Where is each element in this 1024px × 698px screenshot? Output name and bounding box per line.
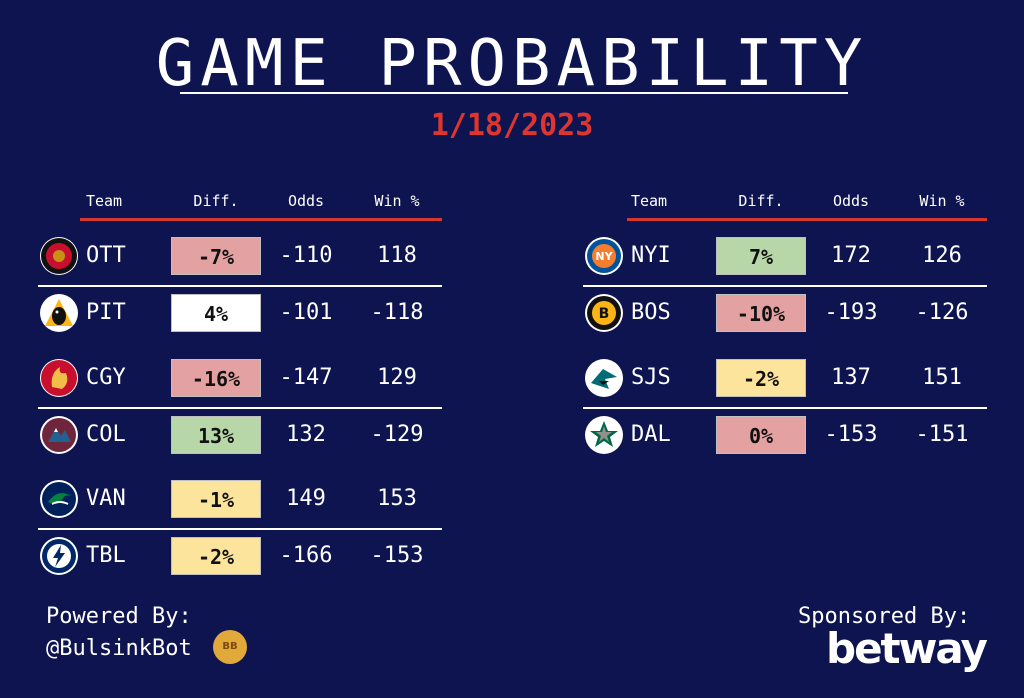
pair-divider xyxy=(583,285,987,287)
lightning-logo-icon xyxy=(40,537,78,575)
win-value: 126 xyxy=(922,243,962,268)
col-win: Win % xyxy=(374,192,420,210)
game-row: SJS -2% 137 151 xyxy=(583,354,987,404)
diff-value: 0% xyxy=(716,416,806,454)
game-row: PIT 4% -101 -118 xyxy=(38,289,442,339)
table-header: Team Diff. Odds Win % xyxy=(583,188,987,214)
diff-value: -10% xyxy=(716,294,806,332)
diff-value: 13% xyxy=(171,416,261,454)
diff-value: -2% xyxy=(716,359,806,397)
game-row: B BOS -10% -193 -126 xyxy=(583,289,987,339)
odds-value: -193 xyxy=(824,300,878,325)
title-underline xyxy=(180,92,848,94)
bulsinkbot-logo-icon: BB xyxy=(213,630,247,664)
team-abbr: SJS xyxy=(631,365,671,390)
col-odds: Odds xyxy=(832,192,870,210)
game-date: 1/18/2023 xyxy=(430,108,594,143)
svg-text:NY: NY xyxy=(595,250,613,263)
odds-value: -166 xyxy=(279,543,333,568)
stars-logo-icon xyxy=(585,416,623,454)
col-team: Team xyxy=(85,192,123,210)
diff-value: -7% xyxy=(171,237,261,275)
islanders-logo-icon: NY xyxy=(585,237,623,275)
odds-value: 149 xyxy=(286,486,326,511)
team-abbr: TBL xyxy=(86,543,126,568)
odds-value: 137 xyxy=(831,365,871,390)
team-abbr: DAL xyxy=(631,422,671,447)
pair-divider xyxy=(38,528,442,530)
team-abbr: OTT xyxy=(86,243,126,268)
team-abbr: COL xyxy=(86,422,126,447)
team-abbr: NYI xyxy=(631,243,671,268)
team-abbr: BOS xyxy=(631,300,671,325)
odds-value: -110 xyxy=(279,243,333,268)
sharks-logo-icon xyxy=(585,359,623,397)
sponsor-logo: betway xyxy=(826,624,988,673)
powered-by-handle: @BulsinkBot xyxy=(46,636,192,661)
powered-by-label: Powered By: xyxy=(46,604,192,629)
svg-text:B: B xyxy=(599,306,610,322)
col-odds: Odds xyxy=(287,192,325,210)
page-title: GAME PROBABILITY xyxy=(155,27,869,101)
odds-value: -153 xyxy=(824,422,878,447)
senators-logo-icon xyxy=(40,237,78,275)
team-abbr: CGY xyxy=(86,365,126,390)
table-header: Team Diff. Odds Win % xyxy=(38,188,442,214)
game-row: CGY -16% -147 129 xyxy=(38,354,442,404)
win-value: 151 xyxy=(922,365,962,390)
win-value: -151 xyxy=(915,422,969,447)
odds-value: -147 xyxy=(279,365,333,390)
header-rule xyxy=(80,218,442,221)
right-games-table: Team Diff. Odds Win % NY NYI 7% 172 126 B BOS -… xyxy=(583,188,987,454)
diff-value: -2% xyxy=(171,537,261,575)
team-abbr: PIT xyxy=(86,300,126,325)
odds-value: -101 xyxy=(279,300,333,325)
left-games-table: Team Diff. Odds Win % OTT -7% -110 118 PIT 4%… xyxy=(38,188,442,575)
flames-logo-icon xyxy=(40,359,78,397)
col-diff: Diff. xyxy=(193,192,239,210)
header-rule xyxy=(627,218,987,221)
penguins-logo-icon xyxy=(40,294,78,332)
sponsored-by-label: Sponsored By: xyxy=(798,604,971,629)
diff-value: 7% xyxy=(716,237,806,275)
win-value: 153 xyxy=(377,486,417,511)
team-abbr: VAN xyxy=(86,486,126,511)
odds-value: 132 xyxy=(286,422,326,447)
canucks-logo-icon xyxy=(40,480,78,518)
avalanche-logo-icon xyxy=(40,416,78,454)
col-team: Team xyxy=(630,192,668,210)
win-value: -118 xyxy=(370,300,424,325)
game-row: TBL -2% -166 -153 xyxy=(38,532,442,582)
pair-divider xyxy=(38,407,442,409)
pair-divider xyxy=(583,407,987,409)
diff-value: 4% xyxy=(171,294,261,332)
pair-divider xyxy=(38,285,442,287)
win-value: 129 xyxy=(377,365,417,390)
win-value: 118 xyxy=(377,243,417,268)
col-diff: Diff. xyxy=(738,192,784,210)
game-row: VAN -1% 149 153 xyxy=(38,475,442,525)
game-row: OTT -7% -110 118 xyxy=(38,232,442,282)
win-value: -126 xyxy=(915,300,969,325)
col-win: Win % xyxy=(919,192,965,210)
game-row: DAL 0% -153 -151 xyxy=(583,411,987,461)
bruins-logo-icon: B xyxy=(585,294,623,332)
game-row: COL 13% 132 -129 xyxy=(38,411,442,461)
win-value: -153 xyxy=(370,543,424,568)
win-value: -129 xyxy=(370,422,424,447)
diff-value: -16% xyxy=(171,359,261,397)
game-row: NY NYI 7% 172 126 xyxy=(583,232,987,282)
odds-value: 172 xyxy=(831,243,871,268)
diff-value: -1% xyxy=(171,480,261,518)
